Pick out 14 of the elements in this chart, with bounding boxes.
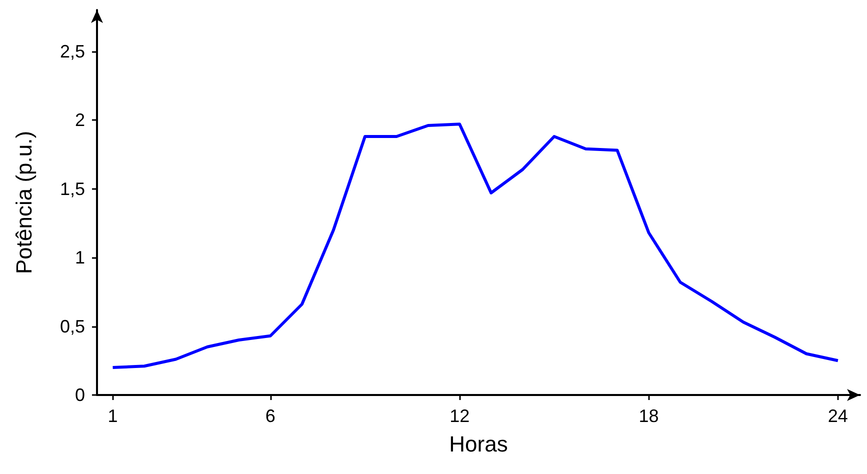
x-tick-label: 18 bbox=[638, 406, 659, 426]
y-tick-label: 1,5 bbox=[60, 178, 85, 199]
line-series bbox=[111, 122, 840, 369]
y-tick-label: 2 bbox=[74, 110, 85, 130]
x-tick-label: 6 bbox=[265, 406, 276, 426]
x-axis-title: Horas bbox=[449, 432, 508, 456]
y-tick-label: 2,5 bbox=[60, 41, 85, 62]
x-tick-label: 12 bbox=[450, 406, 470, 426]
x-tick-label: 1 bbox=[108, 406, 118, 426]
y-tick-label: 1 bbox=[74, 248, 85, 268]
y-tick-label: 0 bbox=[74, 385, 85, 405]
y-axis-title: Potência (p.u.) bbox=[12, 130, 36, 274]
x-tick-label: 24 bbox=[828, 406, 848, 426]
y-tick-label: 0,5 bbox=[60, 316, 85, 336]
